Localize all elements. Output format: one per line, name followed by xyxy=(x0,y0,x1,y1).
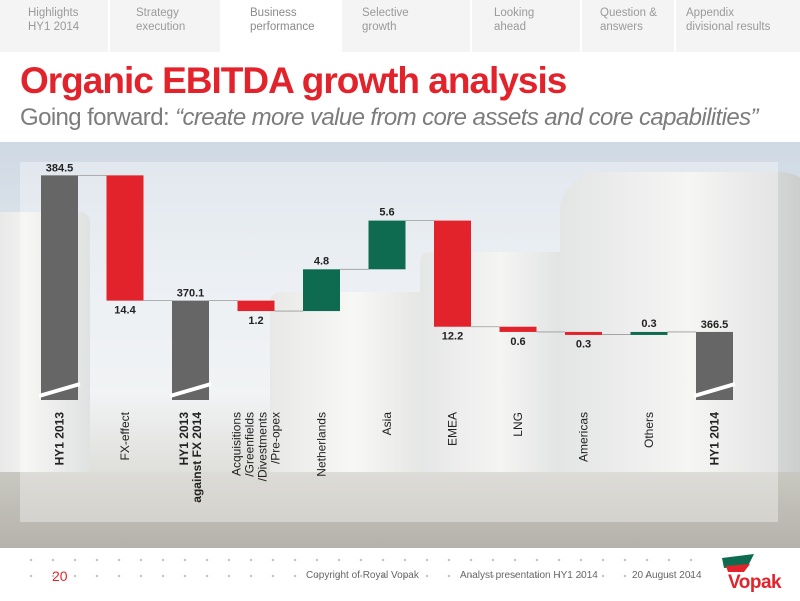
category-label: HY1 2014 xyxy=(708,412,722,466)
data-label: 370.1 xyxy=(177,288,205,300)
nav-tab-highlights[interactable]: Highlights HY1 2014 xyxy=(0,0,110,52)
page-subtitle: Going forward: “create more value from c… xyxy=(20,104,758,132)
category-label: Americas xyxy=(577,412,591,462)
nav-tab-line1: Selective xyxy=(362,7,409,19)
category-label: Asia xyxy=(380,412,394,436)
category-label: /Divestments xyxy=(256,412,270,481)
nav-tab-line2: divisional results xyxy=(686,21,771,33)
footer: 20 Copyright of Royal Vopak Analyst pres… xyxy=(0,548,800,600)
nav-tab-line1: Appendix xyxy=(686,7,734,19)
footer-dots-divider xyxy=(20,574,710,578)
nav-tab-selective-growth[interactable]: Selective growth xyxy=(342,0,472,52)
category-label: /Greenfields xyxy=(243,412,257,477)
data-label: 12.2 xyxy=(442,331,463,343)
page-number: 20 xyxy=(52,568,68,584)
category-label: Netherlands xyxy=(315,412,329,477)
bar-positive xyxy=(368,220,406,270)
category-label: Acquisitions xyxy=(230,412,244,476)
storage-tank-image xyxy=(270,292,440,492)
data-label: 1.2 xyxy=(248,315,263,327)
axis-break-mark xyxy=(169,382,212,398)
ground-image xyxy=(0,472,800,548)
page-title: Organic EBITDA growth analysis xyxy=(20,60,567,101)
axis-break-mark xyxy=(38,382,81,398)
vopak-logo-text: Vopak xyxy=(728,572,782,593)
category-label: Others xyxy=(642,412,656,448)
nav-tab-line1: Business xyxy=(250,7,297,19)
bar-negative xyxy=(434,220,471,327)
category-label: /Pre-opex xyxy=(269,412,283,464)
footer-copyright: Copyright of Royal Vopak xyxy=(306,570,419,581)
data-label: 0.3 xyxy=(576,339,591,351)
data-label: 0.3 xyxy=(641,318,656,330)
category-label: against FX 2014 xyxy=(190,412,204,503)
vopak-logo: Vopak xyxy=(714,552,790,596)
footer-date: 20 August 2014 xyxy=(632,570,702,581)
nav-tab-line2: performance xyxy=(250,21,315,33)
category-label: HY1 2013 xyxy=(53,412,67,466)
data-label: 14.4 xyxy=(114,305,136,317)
bar-negative xyxy=(499,326,537,332)
nav-tab-line1: Looking xyxy=(494,7,535,19)
waterfall-chart: 384.5 14.4 370.1 1.2 4.8 5.6 12.2 0.6 0.3 0.3 366.… xyxy=(38,162,736,503)
data-label: 384.5 xyxy=(46,162,74,174)
vopak-logo-icon xyxy=(722,554,754,572)
nav-tab-line1: Highlights xyxy=(28,7,79,19)
nav-tab-line1: Question & xyxy=(600,7,657,19)
data-label: 5.6 xyxy=(379,207,394,219)
nav-tab-line2: execution xyxy=(136,21,186,33)
nav-tab-appendix[interactable]: Appendix divisional results xyxy=(676,0,800,52)
bar-total xyxy=(41,175,78,400)
data-label: 366.5 xyxy=(701,319,729,331)
nav-tab-line1: Strategy xyxy=(136,7,179,19)
nav-tab-line2: HY1 2014 xyxy=(28,21,80,33)
data-label: 4.8 xyxy=(314,255,329,267)
bar-negative xyxy=(565,331,602,335)
footer-dots-divider xyxy=(20,558,710,562)
category-label: LNG xyxy=(511,412,525,437)
data-label: 0.6 xyxy=(510,336,525,348)
nav-tab-looking-ahead[interactable]: Looking ahead xyxy=(472,0,582,52)
bar-negative xyxy=(106,175,144,301)
bar-negative xyxy=(237,300,275,312)
axis-break-mark xyxy=(693,382,736,398)
subtitle-quote: “create more value from core assets and … xyxy=(175,104,758,131)
subtitle-prefix: Going forward: xyxy=(20,104,176,131)
nav-tab-line2: growth xyxy=(362,21,397,33)
category-label: HY1 2013 xyxy=(177,412,191,466)
nav-tab-line2: ahead xyxy=(494,21,526,33)
top-navigation: Highlights HY1 2014 Strategy execution B… xyxy=(0,0,800,52)
footer-event: Analyst presentation HY1 2014 xyxy=(460,570,598,581)
nav-tab-questions[interactable]: Question & answers xyxy=(582,0,676,52)
nav-tab-strategy[interactable]: Strategy execution xyxy=(110,0,222,52)
nav-tab-business-performance[interactable]: Business performance xyxy=(222,0,342,52)
chart-panel: 384.5 14.4 370.1 1.2 4.8 5.6 12.2 0.6 0.3 0.3 366.… xyxy=(20,162,778,522)
nav-tab-line2: answers xyxy=(600,21,643,33)
bar-positive xyxy=(630,331,668,335)
bar-positive xyxy=(303,269,340,312)
category-label: EMEA xyxy=(446,412,460,446)
category-label: FX-effect xyxy=(118,411,132,460)
bar-total xyxy=(172,300,209,400)
